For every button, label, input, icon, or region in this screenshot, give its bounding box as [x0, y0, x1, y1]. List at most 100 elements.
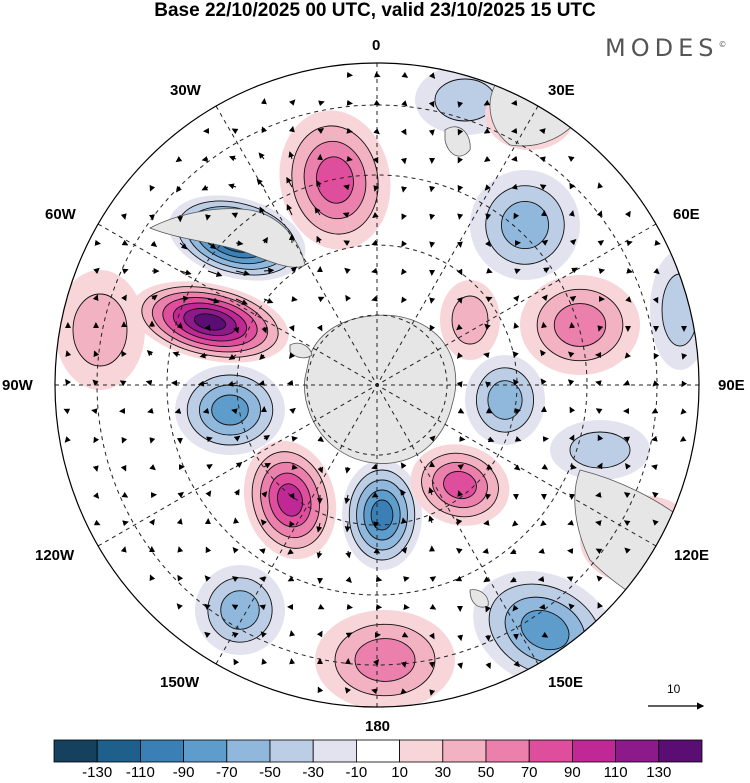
- wind-vector: [177, 546, 184, 553]
- wind-vector: [147, 407, 154, 414]
- wind-vector: [456, 324, 463, 331]
- colorbar-tick-label: 90: [564, 764, 581, 781]
- wind-vector: [595, 520, 602, 527]
- anomaly-minor-7: [440, 280, 500, 360]
- wind-vector: [428, 487, 435, 496]
- brand-text: MODES: [605, 34, 719, 62]
- anomaly-high-175w: [315, 610, 455, 707]
- wind-vector: [400, 128, 407, 136]
- wind-vector: [457, 662, 463, 669]
- wind-vector: [289, 658, 296, 665]
- wind-vector: [429, 603, 437, 610]
- wind-vector: [485, 605, 491, 613]
- wind-vector: [541, 631, 549, 638]
- wind-vector: [228, 354, 237, 360]
- wind-vector: [149, 574, 156, 582]
- wind-vector: [289, 520, 295, 528]
- wind-vector: [514, 268, 521, 275]
- wind-vector: [92, 465, 99, 472]
- lon-0-label: 0: [372, 37, 381, 54]
- wind-vector: [91, 408, 98, 415]
- wind-vector: [289, 99, 296, 106]
- wind-vector: [344, 687, 351, 694]
- wind-vector: [569, 406, 576, 414]
- wind-vector: [484, 240, 491, 247]
- wind-vector: [567, 519, 574, 526]
- wind-vector: [429, 689, 436, 696]
- wind-vector: [597, 325, 604, 332]
- anomaly-high-80w: [131, 281, 289, 363]
- wind-vector: [176, 603, 183, 610]
- wind-vector: [625, 296, 632, 303]
- wind-vector: [258, 152, 265, 160]
- wind-vector: [539, 603, 546, 610]
- wind-vector: [291, 464, 298, 470]
- wind-vector: [146, 350, 154, 357]
- wind-vector: [597, 240, 605, 247]
- wind-vector: [316, 180, 322, 188]
- wind-vector: [179, 242, 188, 250]
- wind-vector: [287, 575, 295, 582]
- wind-vector: [623, 379, 631, 386]
- wind-vector: [652, 491, 659, 498]
- wind-vector: [513, 660, 520, 668]
- wind-vector: [261, 326, 268, 334]
- wind-vector: [316, 235, 322, 244]
- wind-vector: [514, 436, 522, 442]
- wind-vector: [428, 515, 435, 524]
- wind-vector: [485, 213, 492, 220]
- wind-vector: [457, 213, 464, 220]
- wind-vector: [259, 576, 266, 583]
- wind-vector: [485, 493, 492, 500]
- wind-vector: [456, 381, 463, 388]
- wind-vector: [231, 128, 239, 135]
- wind-vector: [289, 407, 296, 414]
- wind-vector: [263, 435, 271, 441]
- wind-vector: [569, 182, 576, 190]
- wind-vector: [263, 462, 272, 469]
- wind-vector: [346, 603, 353, 610]
- wind-vector: [204, 575, 211, 582]
- wind-vector: [567, 379, 575, 386]
- lon-60w-label: 60W: [45, 206, 76, 223]
- wind-vector: [344, 494, 351, 505]
- wind-vector: [206, 464, 213, 470]
- wind-vector: [652, 380, 659, 387]
- lon-30e-label: 30E: [548, 82, 575, 99]
- wind-vector: [65, 378, 72, 386]
- wind-vector: [120, 546, 127, 553]
- colorbar-tick-label: 30: [434, 764, 452, 781]
- wind-vector: [151, 294, 158, 301]
- wind-vector: [456, 297, 463, 304]
- wind-vector: [177, 574, 184, 582]
- wind-vector: [149, 464, 156, 471]
- wind-vector: [513, 295, 520, 302]
- wind-vector: [231, 408, 238, 415]
- wind-vector: [316, 630, 323, 638]
- wind-vector: [373, 185, 380, 192]
- wind-vector: [681, 380, 688, 388]
- wind-vector: [314, 207, 321, 216]
- wind-vector: [456, 352, 463, 359]
- wind-vector: [429, 241, 436, 248]
- wind-vector: [291, 296, 298, 302]
- wind-vector: [201, 184, 209, 191]
- wind-vector: [373, 547, 381, 554]
- wind-vector: [259, 206, 266, 216]
- wind-vector: [122, 520, 129, 527]
- wind-vector: [235, 298, 248, 305]
- wind-vector: [121, 239, 129, 246]
- wind-vector: [145, 379, 153, 386]
- wind-vector: [233, 658, 240, 666]
- lon-150e-label: 150E: [548, 674, 584, 691]
- lon-30w-label: 30W: [170, 82, 201, 99]
- wind-vector: [288, 151, 295, 160]
- wind-vector: [120, 464, 127, 472]
- wind-vector: [653, 352, 660, 360]
- anomaly-low-100w: [175, 365, 285, 455]
- wind-vector: [429, 72, 436, 79]
- wind-vector: [429, 576, 437, 583]
- wind-vector: [286, 203, 293, 216]
- colorbar-tick-label: -70: [215, 764, 238, 781]
